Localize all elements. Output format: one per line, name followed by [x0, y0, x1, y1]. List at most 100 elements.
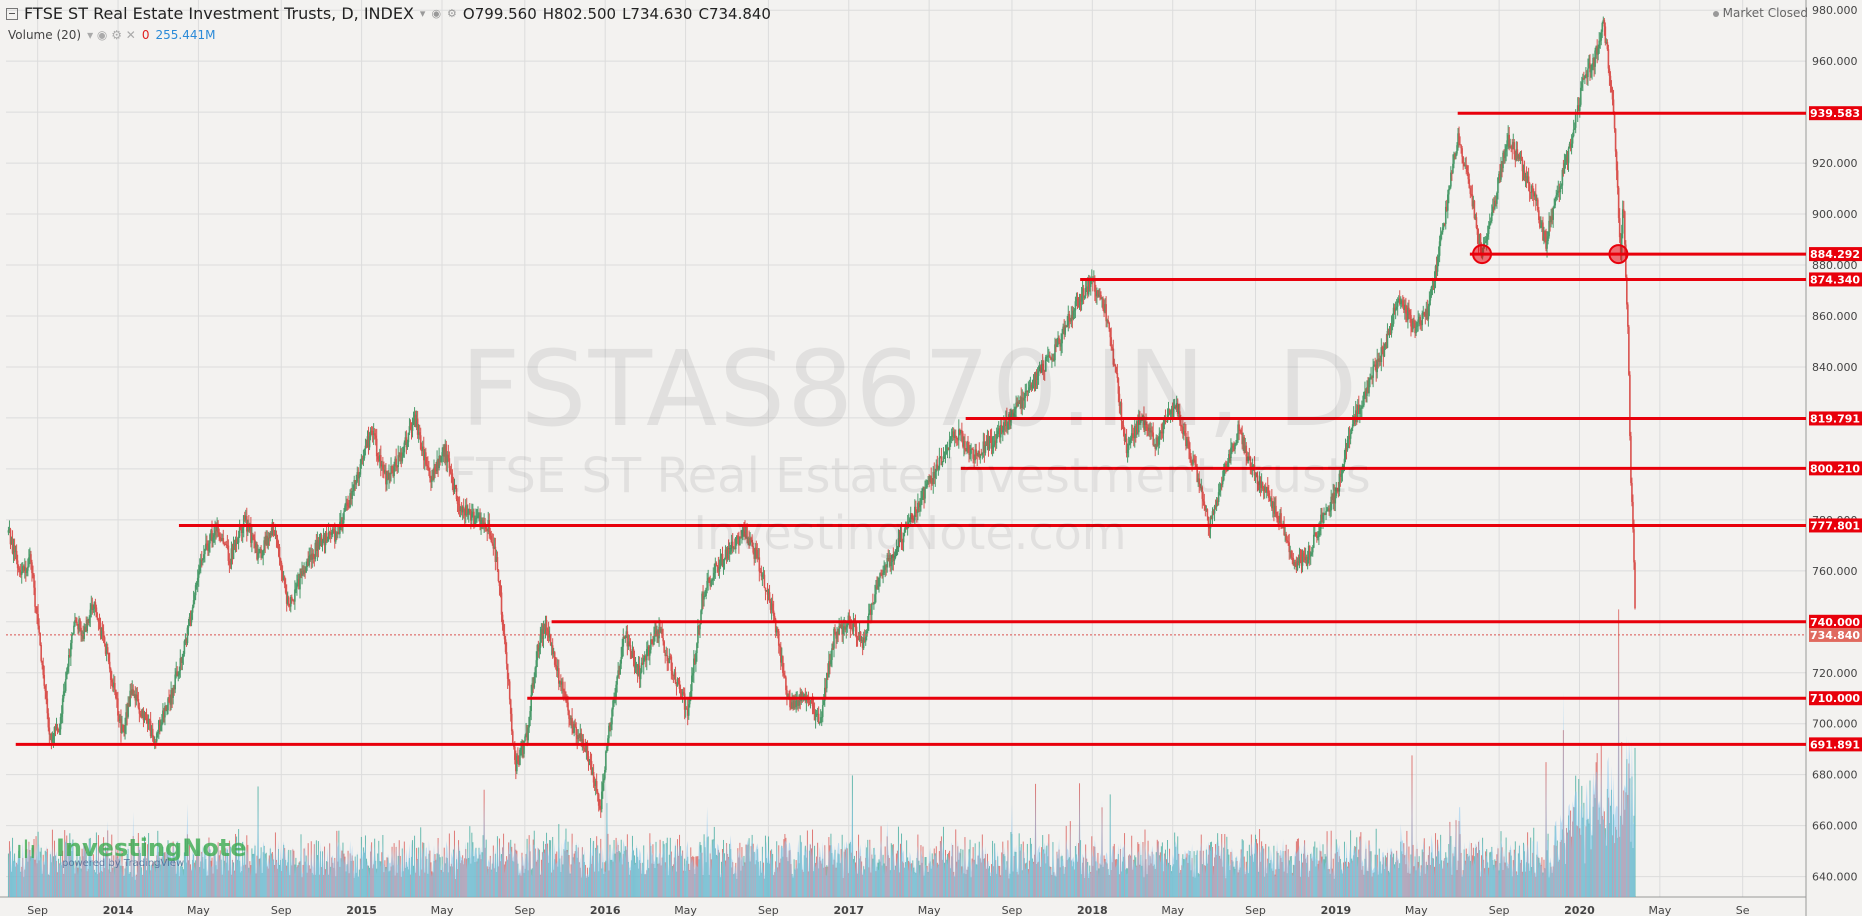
candle-body — [87, 619, 90, 623]
volume-settings-icon[interactable]: ▾ ◉ ⚙ ✕ — [87, 28, 136, 42]
candle-body — [183, 641, 186, 654]
candle-body — [174, 674, 176, 690]
candle-body — [147, 719, 150, 725]
candle-body — [751, 539, 753, 547]
candle-body — [908, 519, 911, 522]
candle-body — [310, 554, 313, 560]
candle-body — [636, 664, 639, 676]
candle-body — [996, 430, 999, 435]
collapse-icon[interactable] — [6, 7, 18, 20]
candle-body — [1221, 480, 1224, 485]
candle-body — [1586, 74, 1588, 78]
candle-body — [1283, 525, 1285, 535]
candle-body — [522, 744, 524, 754]
candle-body — [170, 690, 172, 705]
candle-body — [514, 746, 516, 760]
candle-body — [1610, 85, 1613, 92]
candle-body — [36, 607, 38, 615]
candle-body — [1408, 307, 1410, 312]
candle-body — [446, 454, 449, 463]
candle-body — [793, 700, 795, 709]
candle-body — [1498, 173, 1500, 178]
candle-body — [156, 732, 159, 734]
candle-body — [1570, 143, 1573, 148]
candle-body — [928, 480, 930, 482]
candle-body — [1083, 295, 1086, 299]
candle-body — [605, 751, 607, 771]
candle-body — [353, 480, 356, 491]
candle-body — [958, 429, 960, 441]
candle-body — [1173, 406, 1176, 409]
candle-body — [1536, 199, 1538, 201]
candle-body — [111, 682, 114, 688]
candle-body — [418, 432, 421, 436]
candle-body — [1547, 236, 1549, 241]
candle-body — [1604, 26, 1607, 44]
candle-body — [703, 596, 705, 600]
eye-icon[interactable]: ◉ — [431, 7, 442, 20]
candle-body — [413, 414, 416, 422]
candle-body — [818, 722, 821, 724]
candle-body — [1373, 364, 1375, 367]
candle-body — [1548, 220, 1550, 237]
candle-body — [1462, 156, 1464, 164]
candle-body — [389, 472, 391, 475]
candle-body — [204, 549, 206, 555]
candle-body — [631, 649, 634, 658]
candle-body — [971, 448, 973, 450]
candle-body — [1208, 526, 1211, 529]
candle-body — [724, 549, 727, 560]
candle-body — [901, 540, 904, 543]
candle-body — [518, 761, 520, 765]
candle-body — [340, 519, 342, 522]
candle-body — [977, 451, 980, 456]
candle-body — [1109, 328, 1112, 338]
candle-body — [208, 543, 210, 551]
candle-body — [527, 727, 529, 741]
candle-body — [1314, 532, 1316, 535]
candle-body — [756, 549, 759, 559]
settings-icon[interactable]: ⚙ — [447, 7, 457, 20]
candle-body — [1324, 513, 1326, 515]
candle-body — [1244, 445, 1247, 454]
candle-body — [1633, 529, 1635, 563]
candle-body — [525, 732, 527, 737]
candle-body — [429, 470, 431, 479]
candle-body — [228, 560, 231, 564]
candle-body — [1511, 147, 1514, 150]
candle-body — [969, 453, 971, 455]
candle-body — [69, 655, 71, 657]
candle-body — [1097, 290, 1099, 297]
candle-body — [1138, 417, 1140, 433]
volume-label[interactable]: Volume (20) — [8, 28, 82, 42]
candle-body — [1054, 344, 1056, 361]
candle-body — [962, 433, 964, 447]
candle-body — [1579, 87, 1582, 105]
candle-body — [1383, 346, 1386, 357]
candle-body — [299, 573, 301, 590]
candle-body — [927, 480, 929, 484]
candle-body — [1191, 461, 1193, 465]
candle-body — [887, 558, 890, 561]
level-label-bg — [1809, 691, 1862, 706]
level-label: 740.000 — [1810, 616, 1860, 629]
time-tick-label: 2019 — [1321, 904, 1352, 916]
candle-body — [1332, 492, 1335, 501]
candle-body — [89, 609, 92, 618]
candle-body — [58, 729, 61, 732]
candle-body — [399, 452, 402, 458]
candle-body — [107, 652, 110, 662]
candle-body — [485, 526, 487, 529]
candle-body — [623, 636, 626, 639]
chevron-down-icon[interactable]: ▾ — [419, 7, 426, 20]
candle-body — [158, 720, 160, 733]
candle-body — [850, 627, 853, 629]
candle-body — [1613, 113, 1616, 129]
candle-body — [1565, 156, 1568, 163]
symbol-title[interactable]: FTSE ST Real Estate Investment Trusts, D… — [24, 4, 414, 23]
low-value: L734.630 — [622, 4, 693, 23]
candle-body — [207, 545, 209, 551]
candle-body — [1052, 358, 1054, 361]
candle-body — [178, 670, 181, 676]
